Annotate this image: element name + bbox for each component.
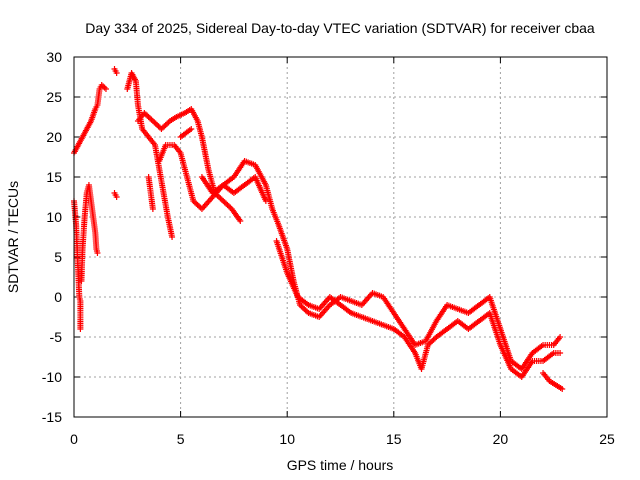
- chart-title: Day 334 of 2025, Sidereal Day-to-day VTE…: [85, 20, 595, 36]
- data-point: [149, 206, 156, 212]
- y-tick-label: 0: [54, 289, 62, 305]
- y-tick-label: -5: [50, 329, 63, 345]
- tick-labels: 0 5 10 15 20 25 -15 -10 -5 0 5 10 15 20 25 30: [42, 49, 615, 447]
- series-arc-main-d: [177, 126, 564, 380]
- series-arc-2h: [111, 66, 120, 200]
- series-arc-late: [540, 370, 566, 392]
- x-axis-label: GPS time / hours: [287, 457, 394, 473]
- data-point: [102, 86, 109, 92]
- y-tick-label: 15: [46, 169, 62, 185]
- x-tick-label: 5: [177, 431, 185, 447]
- series-arc-early-high: [71, 82, 109, 156]
- y-tick-label: 25: [46, 89, 62, 105]
- x-tick-label: 25: [599, 431, 615, 447]
- y-tick-label: -15: [42, 409, 62, 425]
- data-point: [237, 218, 244, 224]
- data-point: [113, 194, 120, 200]
- data-point: [262, 198, 269, 204]
- data-point: [113, 70, 120, 76]
- x-tick-label: 10: [279, 431, 295, 447]
- x-tick-label: 20: [493, 431, 509, 447]
- data-point: [559, 386, 566, 392]
- x-tick-label: 0: [70, 431, 78, 447]
- x-tick-label: 15: [386, 431, 402, 447]
- series-arc-early-low: [71, 182, 101, 332]
- y-axis-label: SDTVAR / TECUs: [5, 181, 21, 293]
- data-point: [188, 126, 195, 132]
- data-markers: [71, 66, 566, 392]
- plot-frame: [73, 56, 608, 418]
- y-tick-label: 30: [46, 49, 62, 65]
- data-point: [557, 334, 564, 340]
- y-tick-label: -10: [42, 369, 62, 385]
- data-point: [557, 350, 564, 356]
- y-tick-label: 10: [46, 209, 62, 225]
- series-arc-main-a: [124, 70, 176, 240]
- data-point: [77, 326, 84, 332]
- y-tick-label: 5: [54, 249, 62, 265]
- series-arc-main-b: [134, 106, 244, 224]
- y-tick-label: 20: [46, 129, 62, 145]
- data-point: [94, 250, 101, 256]
- data-point: [169, 234, 176, 240]
